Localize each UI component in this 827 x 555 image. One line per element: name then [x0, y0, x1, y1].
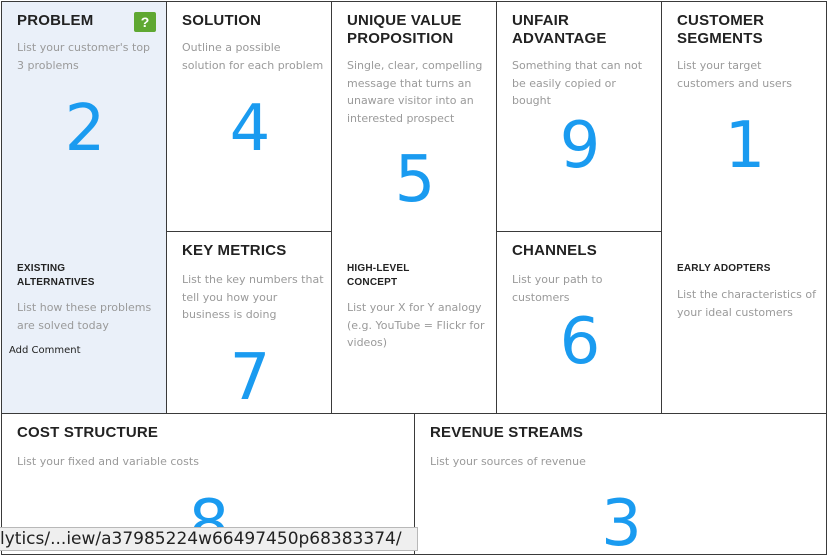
uvp-description: Single, clear, compelling message that t…	[347, 59, 483, 125]
high-level-concept-description: List your X for Y analogy (e.g. YouTube …	[347, 301, 485, 349]
early-adopters-description: List the characteristics of your ideal c…	[677, 288, 816, 319]
problem-cell[interactable]: PROBLEM ? List your customer's top 3 pro…	[1, 1, 167, 414]
channels-title: CHANNELS	[512, 242, 597, 259]
status-bar-url: lytics/...iew/a37985224w66497450p6838337…	[0, 527, 418, 551]
solution-description: Outline a possible solution for each pro…	[182, 41, 324, 72]
key-metrics-description: List the key numbers that tell you how y…	[182, 273, 324, 321]
unfair-advantage-title: UNFAIR ADVANTAGE	[512, 12, 607, 47]
channels-cell[interactable]: CHANNELS List your path to customers 6	[496, 231, 662, 414]
revenue-streams-description: List your sources of revenue	[430, 455, 586, 468]
key-metrics-cell[interactable]: KEY METRICS List the key numbers that te…	[166, 231, 332, 414]
problem-number: 2	[64, 92, 106, 166]
key-metrics-number: 7	[229, 341, 271, 414]
customer-segments-cell[interactable]: CUSTOMER SEGMENTS List your target custo…	[661, 1, 827, 414]
high-level-concept-title: HIGH-LEVEL CONCEPT	[347, 263, 410, 288]
channels-description: List your path to customers	[512, 273, 603, 304]
revenue-streams-number: 3	[601, 487, 642, 555]
add-comment-link[interactable]: Add Comment	[9, 345, 81, 356]
problem-title: PROBLEM	[17, 12, 94, 29]
cost-structure-description: List your fixed and variable costs	[17, 455, 199, 468]
revenue-streams-cell[interactable]: REVENUE STREAMS List your sources of rev…	[414, 413, 827, 555]
unfair-advantage-number: 9	[559, 109, 601, 183]
customer-segments-description: List your target customers and users	[677, 59, 792, 90]
key-metrics-title: KEY METRICS	[182, 242, 287, 259]
help-icon[interactable]: ?	[134, 12, 156, 32]
unfair-advantage-cell[interactable]: UNFAIR ADVANTAGE Something that can not …	[496, 1, 662, 232]
existing-alternatives-description: List how these problems are solved today	[17, 301, 152, 332]
uvp-title: UNIQUE VALUE PROPOSITION	[347, 12, 462, 47]
solution-number: 4	[229, 92, 271, 166]
revenue-streams-title: REVENUE STREAMS	[430, 424, 584, 441]
existing-alternatives-title: EXISTING ALTERNATIVES	[17, 263, 95, 288]
uvp-cell[interactable]: UNIQUE VALUE PROPOSITION Single, clear, …	[331, 1, 497, 414]
customer-segments-number: 1	[724, 109, 766, 183]
solution-cell[interactable]: SOLUTION Outline a possible solution for…	[166, 1, 332, 232]
solution-title: SOLUTION	[182, 12, 262, 29]
unfair-advantage-description: Something that can not be easily copied …	[512, 59, 643, 107]
cost-structure-title: COST STRUCTURE	[17, 424, 159, 441]
early-adopters-title: EARLY ADOPTERS	[677, 263, 771, 274]
customer-segments-title: CUSTOMER SEGMENTS	[677, 12, 765, 47]
channels-number: 6	[559, 305, 601, 379]
uvp-number: 5	[394, 143, 436, 217]
problem-description: List your customer's top 3 problems	[17, 41, 151, 72]
